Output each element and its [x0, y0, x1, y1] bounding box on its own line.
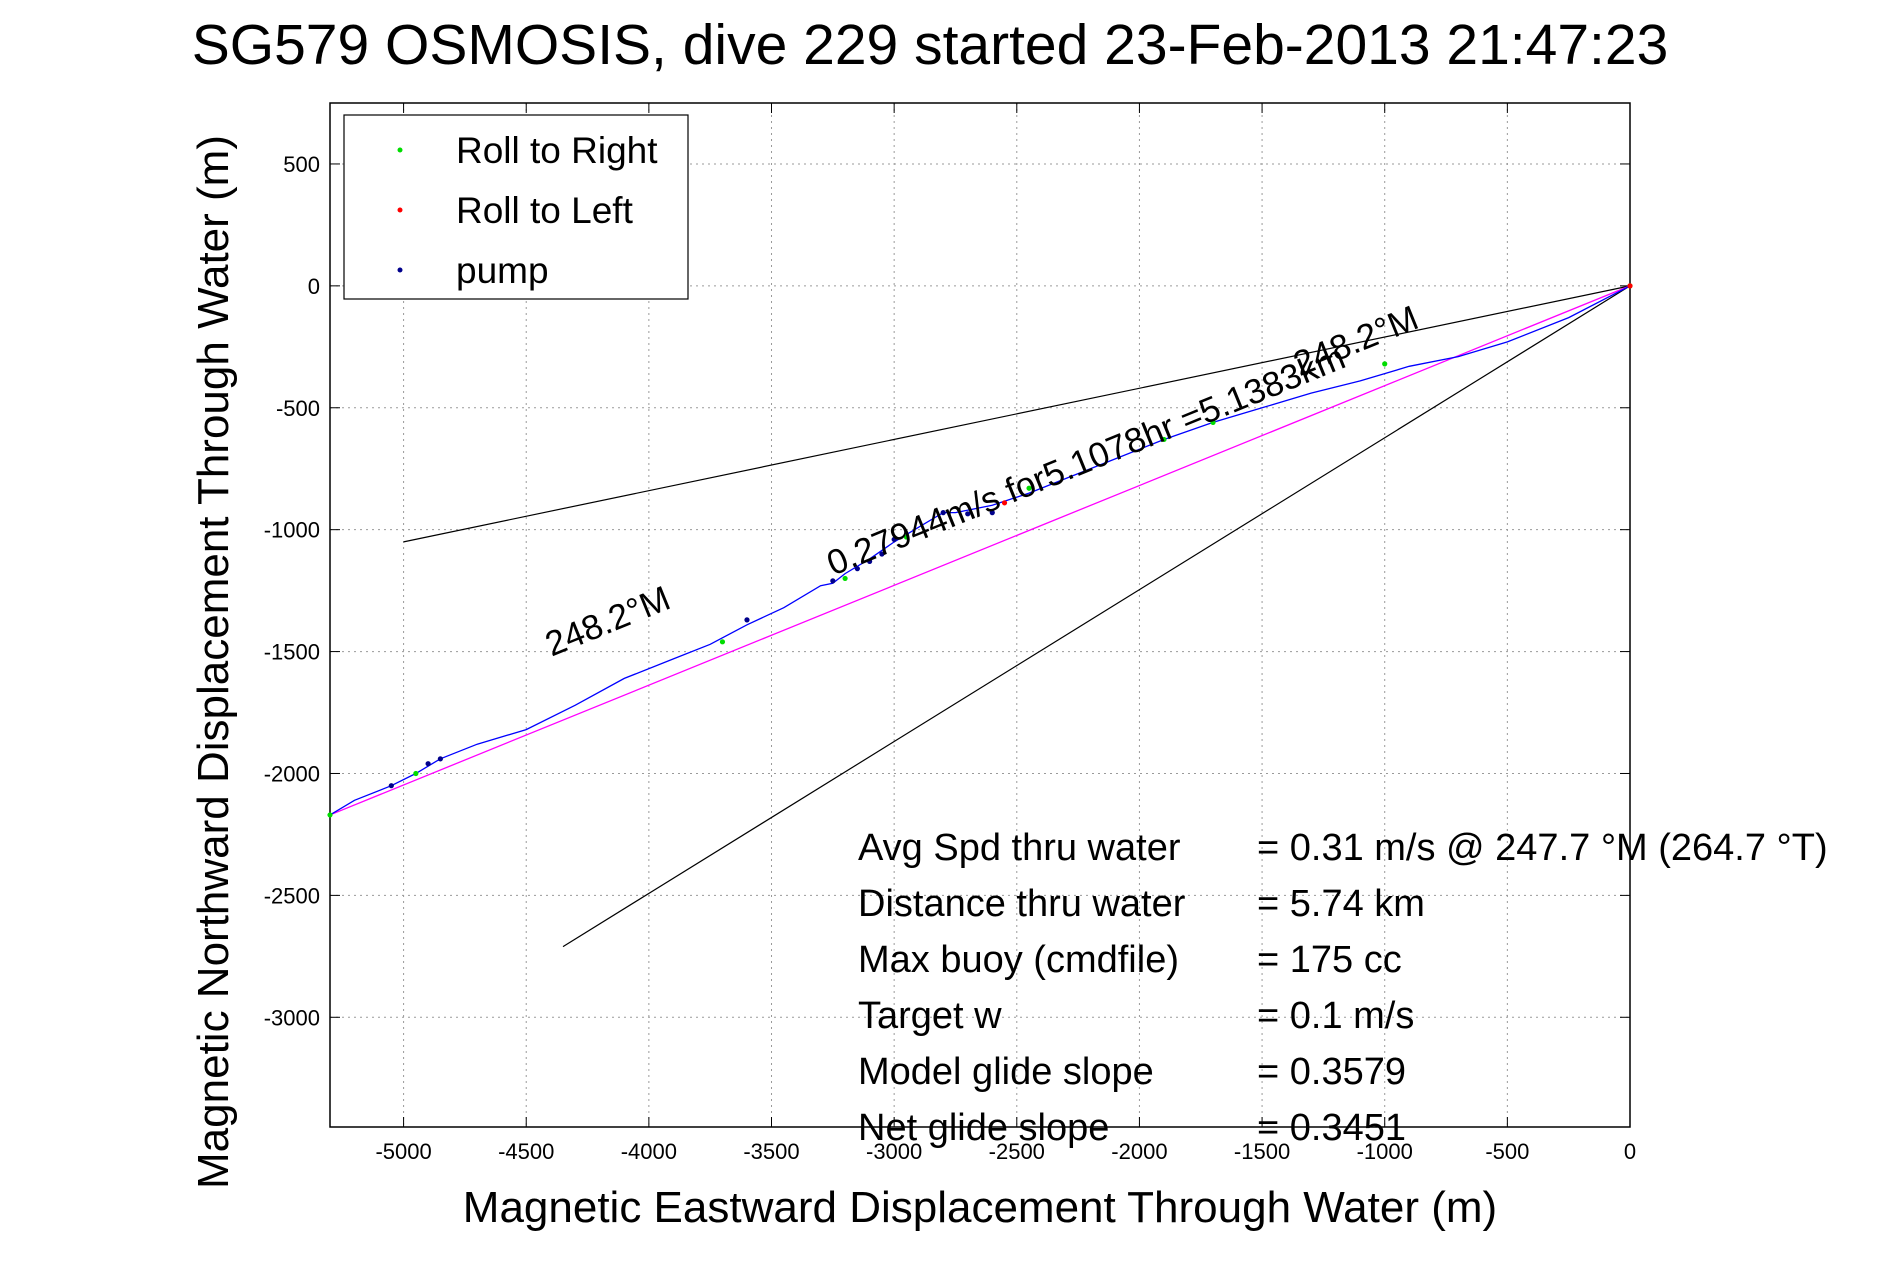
roll-right-marker — [1026, 485, 1032, 491]
pump-marker — [388, 783, 394, 789]
annotation-label: Net glide slope — [858, 1107, 1109, 1149]
y-tick-label: -1000 — [264, 518, 320, 543]
roll-right-marker — [1382, 361, 1388, 367]
rotated-label-2: 0.27944m/s for5.1078hr =5.1383km — [821, 338, 1350, 584]
grid — [330, 103, 1630, 1127]
envelope-line-upper — [403, 285, 1631, 543]
plot-area — [329, 102, 1631, 1128]
legend-label: Roll to Right — [456, 130, 658, 171]
y-axis: 500 0 -500 -1000 -1500 -2000 -2500 -3000 — [264, 152, 1630, 1030]
roll-right-marker — [719, 639, 726, 645]
annotation-value: = 0.1 m/s — [1257, 995, 1414, 1037]
x-tick-label: -500 — [1485, 1139, 1529, 1164]
legend-label: Roll to Left — [456, 190, 634, 231]
pump-marker — [965, 511, 971, 517]
x-tick-label: -2500 — [989, 1139, 1045, 1164]
y-tick-label: -1500 — [264, 640, 320, 665]
roll-left-marker — [1001, 500, 1008, 506]
annotation-value: = 175 cc — [1257, 939, 1402, 981]
y-tick-label: -500 — [276, 396, 320, 421]
annotation-label: Distance thru water — [858, 883, 1186, 925]
roll-right-marker — [1210, 419, 1216, 425]
x-tick-label: -1500 — [1234, 1139, 1290, 1164]
roll-right-marker — [327, 812, 333, 818]
pump-marker — [867, 558, 873, 564]
x-axis: -5000 -4500 -4000 -3500 -3000 -2500 -2000 -1500… — [375, 103, 1636, 1164]
x-tick-label: 0 — [1624, 1139, 1636, 1164]
pump-marker — [854, 566, 860, 572]
annotation-label: Max buoy (cmdfile) — [858, 939, 1179, 981]
x-tick-label: -1000 — [1357, 1139, 1413, 1164]
y-tick-label: 500 — [283, 152, 320, 177]
annotation-value: = 5.74 km — [1257, 883, 1425, 925]
pump-marker — [891, 536, 897, 543]
annotation-value: = 0.3579 — [1257, 1051, 1406, 1093]
pump-marker — [940, 509, 946, 516]
legend: Roll to Right Roll to Left pump — [343, 114, 689, 300]
x-tick-label: -3000 — [866, 1139, 922, 1164]
legend-marker — [397, 267, 403, 273]
roll-right-marker — [903, 534, 910, 540]
annotations: Avg Spd thru water = 0.31 m/s @ 247.7 °M … — [858, 827, 1828, 1149]
pump-marker — [744, 617, 750, 623]
annotation-label: Model glide slope — [858, 1051, 1154, 1093]
pump-marker — [830, 578, 836, 584]
annotation-value: = 0.3451 — [1257, 1107, 1406, 1149]
x-tick-label: -4500 — [498, 1139, 554, 1164]
x-tick-label: -4000 — [621, 1139, 677, 1164]
annotation-label: Avg Spd thru water — [858, 827, 1181, 869]
y-tick-label: -2000 — [264, 761, 320, 786]
y-tick-label: -2500 — [264, 883, 320, 908]
series-layer — [327, 283, 1633, 948]
annotation-value: = 0.31 m/s @ 247.7 °M (264.7 °T) — [1257, 827, 1828, 869]
roll-right-marker — [1161, 436, 1167, 443]
envelope-line-lower — [562, 285, 1631, 948]
pump-marker — [989, 509, 995, 516]
x-tick-label: -3500 — [743, 1139, 799, 1164]
annotation-label: Target w — [858, 995, 1002, 1037]
roll-left-marker — [1627, 283, 1633, 289]
x-tick-label: -5000 — [375, 1139, 431, 1164]
y-axis-label: Magnetic Northward Displacement Through … — [189, 135, 238, 1189]
pump-marker — [425, 761, 431, 767]
pump-marker — [879, 551, 885, 557]
chart-title: SG579 OSMOSIS, dive 229 started 23-Feb-2… — [192, 13, 1669, 77]
y-tick-label: -3000 — [264, 1005, 320, 1030]
roll-right-marker — [842, 575, 848, 582]
legend-label: pump — [456, 250, 549, 291]
legend-marker — [397, 207, 403, 213]
pump-marker — [437, 756, 443, 762]
mean-line — [329, 285, 1631, 816]
y-tick-label: 0 — [308, 274, 320, 299]
roll-right-marker — [413, 770, 419, 777]
legend-marker — [397, 147, 403, 153]
x-axis-label: Magnetic Eastward Displacement Through W… — [463, 1183, 1497, 1232]
x-tick-label: -2000 — [1111, 1139, 1167, 1164]
